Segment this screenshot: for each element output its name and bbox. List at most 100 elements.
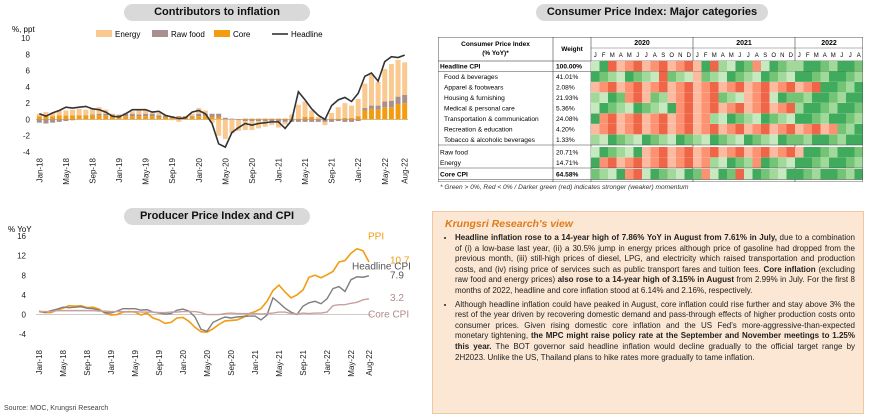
heat-cell xyxy=(795,157,804,168)
source-note: Source: MOC, Krungsri Research xyxy=(4,405,109,412)
month-header: O xyxy=(669,53,674,59)
heat-cell xyxy=(846,134,855,145)
heat-cell xyxy=(820,169,829,180)
bar-core xyxy=(349,117,355,120)
heat-cell xyxy=(616,157,625,168)
heat-cell xyxy=(803,92,812,103)
year-header: 2022 xyxy=(821,40,837,47)
heat-cell xyxy=(608,82,617,93)
heat-cell xyxy=(820,61,829,72)
heat-cell xyxy=(633,169,642,180)
heat-cell xyxy=(820,82,829,93)
heat-cell xyxy=(659,134,668,145)
heat-cell xyxy=(667,61,676,72)
heat-cell xyxy=(599,103,608,114)
bar-energy xyxy=(302,101,308,117)
heat-cell xyxy=(769,61,778,72)
heat-cell xyxy=(744,92,753,103)
bar-energy xyxy=(70,109,76,116)
bar-raw-food xyxy=(222,117,228,120)
cpi-end-value: 7.9 xyxy=(390,271,404,282)
heat-cell xyxy=(599,147,608,158)
bar-core xyxy=(368,108,374,120)
bar-core xyxy=(56,115,62,120)
heat-cell xyxy=(778,157,787,168)
heat-cell xyxy=(795,71,804,82)
heat-cell xyxy=(591,157,600,168)
heat-cell xyxy=(633,103,642,114)
bar-core xyxy=(342,117,348,120)
x-tick-label: Sep-19 xyxy=(168,157,177,183)
heat-cell xyxy=(710,157,719,168)
bar-core xyxy=(163,116,169,120)
heat-cell xyxy=(676,103,685,114)
heat-cell xyxy=(625,124,634,135)
bar-raw-food xyxy=(123,113,129,117)
x-tick-label: Jan-19 xyxy=(115,157,124,182)
heat-cell xyxy=(718,82,727,93)
heat-cell xyxy=(837,82,846,93)
row-weight: 24.08% xyxy=(556,116,579,123)
heat-cell xyxy=(829,61,838,72)
view-bullet: Although headline inflation could have p… xyxy=(455,300,855,364)
bullet-text: from 2.99% in July. For the first 8 mont… xyxy=(455,275,855,295)
heat-cell xyxy=(625,92,634,103)
heat-cell xyxy=(735,169,744,180)
heat-cell xyxy=(786,157,795,168)
bar-raw-food xyxy=(388,100,394,108)
bar-raw-food xyxy=(329,119,335,122)
heat-cell xyxy=(752,61,761,72)
heat-cell xyxy=(795,169,804,180)
heat-cell xyxy=(676,124,685,135)
heat-cell xyxy=(778,71,787,82)
month-header: J xyxy=(747,53,750,59)
heat-cell xyxy=(684,124,693,135)
heat-cell xyxy=(676,92,685,103)
heat-cell xyxy=(693,169,702,180)
heat-cell xyxy=(846,61,855,72)
heat-cell xyxy=(846,147,855,158)
heat-cell xyxy=(710,134,719,145)
bar-raw-food xyxy=(368,105,374,109)
bar-energy xyxy=(169,119,175,121)
core-cpi-line xyxy=(39,298,370,316)
heat-cell xyxy=(693,61,702,72)
heat-cell xyxy=(752,71,761,82)
bar-energy xyxy=(315,116,321,119)
row-weight: 1.33% xyxy=(556,137,575,144)
bar-raw-food xyxy=(36,119,42,123)
heat-cell xyxy=(769,157,778,168)
x-tick-label: May-21 xyxy=(301,157,310,184)
headline-line xyxy=(39,54,405,149)
y-axis-label: %, ppt xyxy=(12,25,35,34)
bar-raw-food xyxy=(209,113,215,117)
heat-cell xyxy=(642,169,651,180)
heat-cell xyxy=(803,134,812,145)
heat-cell xyxy=(735,134,744,145)
heat-cell xyxy=(820,134,829,145)
heat-cell xyxy=(684,92,693,103)
heat-cell xyxy=(650,61,659,72)
heat-cell xyxy=(837,71,846,82)
bar-energy xyxy=(229,119,235,134)
heat-cell xyxy=(803,71,812,82)
heat-cell xyxy=(718,113,727,124)
heat-cell xyxy=(735,157,744,168)
heat-cell xyxy=(769,113,778,124)
cpi-series-label: Headline CPI xyxy=(352,261,411,272)
month-header: J xyxy=(594,53,597,59)
heat-cell xyxy=(727,157,736,168)
heat-cell xyxy=(642,147,651,158)
heat-cell xyxy=(616,113,625,124)
heat-cell xyxy=(803,103,812,114)
heat-cell xyxy=(633,61,642,72)
bar-energy xyxy=(295,104,301,119)
heat-cell xyxy=(591,82,600,93)
bar-core xyxy=(76,115,82,120)
month-header: A xyxy=(653,53,657,59)
bar-core xyxy=(275,118,281,120)
bar-energy xyxy=(83,109,89,116)
contributors-title: Contributors to inflation xyxy=(124,4,310,21)
heat-cell xyxy=(701,103,710,114)
heat-cell xyxy=(727,103,736,114)
